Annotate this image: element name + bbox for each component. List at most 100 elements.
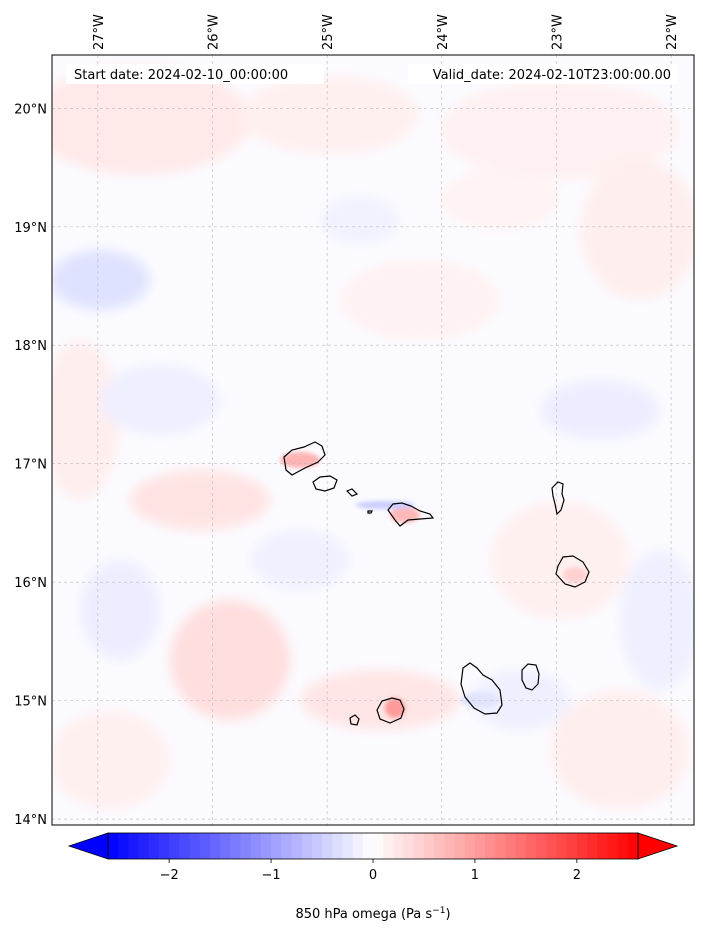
colorbar-min-extend-arrow	[67, 832, 109, 860]
negative-region	[250, 530, 350, 590]
map-field	[52, 55, 694, 825]
lat-tick-label: 16°N	[14, 576, 47, 591]
colorbar-cell	[556, 833, 568, 859]
colorbar-cell	[383, 833, 394, 859]
positive-region	[52, 65, 250, 175]
island-maio	[521, 663, 540, 691]
lat-tick-label: 15°N	[14, 695, 47, 710]
colorbar-cell	[148, 833, 160, 859]
lon-tick-label: 23°W	[550, 14, 565, 50]
colorbar-cell	[189, 833, 201, 859]
map-frame	[51, 54, 695, 826]
positive-region	[490, 500, 630, 620]
colorbar-cell	[515, 833, 527, 859]
colorbar-cell	[179, 833, 190, 859]
negative-region	[52, 250, 150, 310]
longitude-tick-labels: 27°W 26°W 25°W 24°W 23°W 22°W	[92, 14, 680, 50]
negative-region	[620, 550, 694, 690]
negative-region	[100, 365, 220, 435]
colorbar-cell	[525, 833, 537, 859]
island-brava	[349, 714, 360, 726]
colorbar-cell	[169, 833, 180, 859]
island-santa-luzia	[345, 488, 359, 497]
colorbar-cell	[607, 833, 619, 859]
positive-core	[280, 452, 320, 468]
colorbar-cell	[250, 833, 262, 859]
colorbar-cell	[158, 833, 170, 859]
negative-region	[80, 560, 160, 660]
colorbar-cell	[332, 833, 343, 859]
colorbar-tick-label: −2	[160, 868, 179, 883]
colorbar-cell	[393, 833, 404, 859]
colorbar-cell	[444, 833, 455, 859]
colorbar-cell	[627, 833, 639, 859]
colorbar-cell	[434, 833, 445, 859]
positive-core	[385, 698, 405, 718]
gridlines	[52, 55, 694, 825]
island-fogo	[376, 697, 405, 724]
lon-tick-label: 22°W	[665, 14, 680, 50]
colorbar-cell	[230, 833, 241, 859]
colorbar-cell	[403, 833, 415, 859]
colorbar-cell	[362, 833, 374, 859]
lon-tick-label: 25°W	[321, 14, 336, 50]
positive-region	[580, 160, 694, 300]
colorbar-cells	[108, 833, 639, 859]
lat-tick-label: 18°N	[14, 339, 47, 354]
colorbar-cell	[546, 833, 557, 859]
negative-streak	[460, 692, 500, 708]
lon-tick-label: 26°W	[207, 14, 222, 50]
colorbar-cell	[240, 833, 252, 859]
island-sal	[551, 481, 565, 516]
colorbar-label: 850 hPa omega (Pa s−1)	[295, 906, 450, 922]
coastlines	[283, 441, 590, 726]
lat-tick-label: 17°N	[14, 458, 47, 473]
colorbar-cell	[597, 833, 608, 859]
latitude-tick-labels: 20°N 19°N 18°N 17°N 16°N 15°N 14°N	[14, 102, 47, 828]
lat-tick-label: 19°N	[14, 221, 47, 236]
colorbar-cell	[617, 833, 629, 859]
colorbar-cell	[128, 833, 139, 859]
colorbar-cell	[495, 833, 506, 859]
islet-raso	[367, 510, 373, 514]
colorbar-tick-label: 2	[573, 868, 581, 883]
colorbar-tick-label: −1	[261, 868, 280, 883]
start-date-label: Start date: 2024-02-10_00:00:00	[74, 68, 288, 83]
island-boa-vista	[555, 555, 590, 588]
colorbar-cell	[454, 833, 466, 859]
colorbar-cell	[505, 833, 517, 859]
positive-core	[563, 567, 587, 583]
colorbar: −2 −1 0 1 2 850 hPa omega (Pa s−1)	[67, 832, 679, 922]
omega-field-blobs	[52, 65, 694, 810]
positive-region	[340, 260, 500, 340]
lon-tick-label: 24°W	[436, 14, 451, 50]
start-date-box	[66, 64, 324, 84]
colorbar-cell	[373, 833, 384, 859]
positive-core	[390, 507, 420, 523]
island-santiago	[460, 662, 503, 715]
colorbar-cell	[566, 833, 578, 859]
positive-region	[52, 340, 120, 500]
lat-tick-label: 14°N	[14, 813, 47, 828]
negative-region	[540, 380, 660, 440]
colorbar-cell	[352, 833, 364, 859]
colorbar-cell	[301, 833, 313, 859]
valid-date-label: Valid_date: 2024-02-10T23:00:00.00	[433, 68, 671, 83]
colorbar-cell	[536, 833, 547, 859]
colorbar-cell	[342, 833, 354, 859]
positive-region	[300, 670, 460, 730]
colorbar-cell	[108, 833, 119, 859]
lon-tick-label: 27°W	[92, 14, 107, 50]
colorbar-tick-label: 1	[471, 868, 479, 883]
colorbar-max-extend-arrow	[637, 832, 679, 860]
colorbar-cell	[311, 833, 323, 859]
negative-region	[320, 195, 400, 245]
positive-region	[170, 600, 290, 720]
colorbar-cell	[587, 833, 598, 859]
colorbar-cell	[138, 833, 150, 859]
colorbar-ticks: −2 −1 0 1 2	[160, 859, 581, 883]
island-sao-nicolau	[387, 502, 435, 527]
positive-region	[440, 80, 680, 180]
colorbar-cell	[576, 833, 588, 859]
